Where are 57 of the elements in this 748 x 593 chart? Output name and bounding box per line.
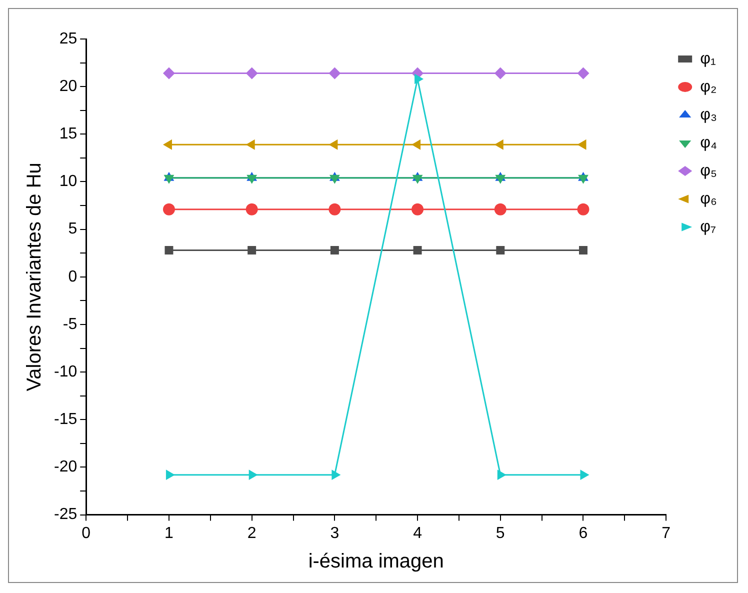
y-tick-label: 10 — [59, 173, 78, 190]
legend-label: φ₅ — [700, 162, 717, 180]
legend-label: φ₇ — [700, 218, 716, 236]
point — [248, 470, 258, 480]
y-tick-label: -15 — [54, 411, 78, 428]
point — [494, 67, 506, 80]
y-tick-label: -5 — [62, 316, 78, 333]
y-tick-label: 0 — [68, 268, 78, 286]
point — [164, 174, 174, 184]
x-tick-label: 2 — [247, 524, 256, 542]
x-tick-label: 3 — [330, 524, 340, 542]
y-tick-label: 5 — [68, 220, 78, 238]
legend-label: φ₆ — [700, 190, 717, 208]
point — [246, 203, 258, 216]
point — [329, 174, 340, 184]
x-tick-label: 4 — [413, 524, 422, 542]
point — [162, 67, 175, 80]
point — [332, 470, 341, 480]
x-tick-label: 6 — [578, 524, 588, 542]
y-axis-title: Valores Invariantes de Hu — [24, 162, 46, 392]
point — [164, 246, 174, 254]
y-tick-label: -25 — [54, 506, 78, 524]
legend-label: φ₃ — [700, 106, 717, 124]
point — [578, 174, 588, 184]
point — [577, 67, 590, 80]
point — [328, 203, 341, 216]
point — [246, 174, 258, 184]
point — [413, 246, 422, 254]
point — [577, 203, 590, 216]
point — [162, 203, 175, 216]
point — [494, 203, 506, 216]
point — [579, 246, 588, 254]
point — [495, 174, 506, 184]
y-tick-label: 25 — [59, 30, 78, 48]
point — [248, 246, 256, 254]
x-axis-title: i-ésima imagen — [308, 550, 444, 573]
point — [328, 67, 341, 80]
legend-label: φ₄ — [700, 134, 717, 152]
legend-label: φ₂ — [700, 78, 717, 96]
y-tick-label: 20 — [59, 78, 78, 95]
point — [246, 67, 258, 80]
legend-label: φ₁ — [700, 50, 716, 68]
point — [580, 470, 590, 480]
point — [166, 470, 175, 480]
point — [496, 246, 505, 254]
point — [330, 246, 339, 254]
point — [412, 203, 424, 216]
y-tick-label: 15 — [59, 126, 78, 143]
y-tick-label: -20 — [54, 458, 78, 476]
point — [497, 470, 506, 480]
x-tick-label: 7 — [662, 524, 671, 542]
x-tick-label: 5 — [496, 524, 505, 542]
point — [412, 139, 421, 150]
x-tick-label: 1 — [164, 524, 174, 542]
y-tick-label: -10 — [54, 363, 78, 380]
x-tick-label: 0 — [82, 524, 91, 542]
point — [412, 174, 423, 184]
